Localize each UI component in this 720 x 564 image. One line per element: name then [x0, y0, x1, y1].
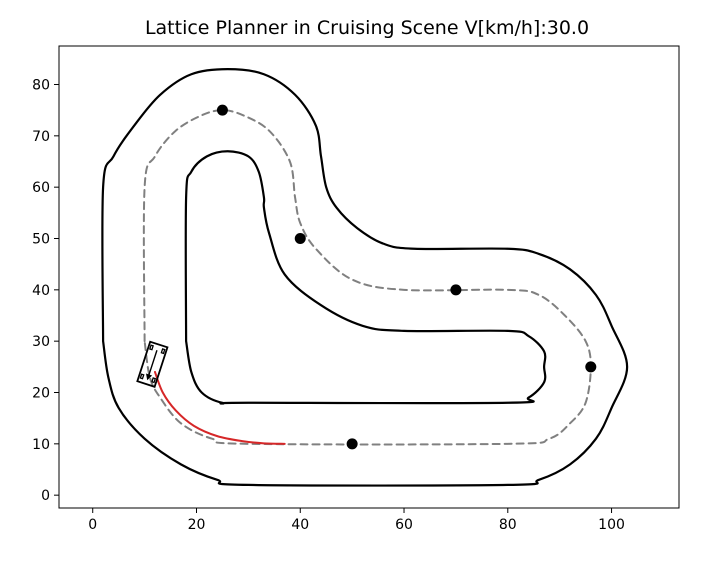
vehicle-wheel: [160, 348, 166, 355]
y-tick-label: 0: [41, 488, 50, 504]
y-tick-label: 30: [32, 334, 50, 350]
inner-boundary-line: [184, 150, 547, 405]
y-tick-label: 10: [32, 437, 50, 453]
x-tick-label: 20: [188, 517, 206, 533]
waypoint-marker: [294, 233, 306, 244]
vehicle: [136, 340, 169, 388]
y-tick-label: 60: [32, 180, 50, 196]
vehicle-wheel: [139, 373, 145, 380]
axes: 0 20 40 60 80 100 0 10 20 30 40 50 60 70 80: [32, 45, 680, 533]
waypoint-marker: [346, 438, 358, 450]
plot-background: [59, 46, 679, 508]
vehicle-wheel: [151, 377, 157, 384]
vehicle-body: [136, 340, 169, 388]
outer-boundary-line: [101, 68, 629, 487]
y-tick-label: 80: [32, 78, 50, 94]
chart-title: Lattice Planner in Cruising Scene V[km/h…: [145, 17, 589, 39]
y-tick-label: 40: [32, 283, 50, 299]
y-tick-label: 50: [32, 232, 50, 248]
waypoint-marker: [450, 284, 462, 296]
vehicle-heading-arrow: [146, 373, 153, 381]
planned-path-line: [153, 370, 286, 445]
y-tick-label: 20: [32, 386, 50, 402]
reference-line-line: [142, 109, 592, 446]
x-tick-label: 100: [598, 517, 625, 533]
vehicle-wheel: [148, 344, 154, 351]
waypoint-marker: [585, 361, 597, 373]
x-tick-label: 60: [395, 517, 413, 533]
x-tick-label: 80: [499, 517, 517, 533]
plot-area: [59, 46, 679, 508]
vehicle-heading-line: [148, 350, 158, 376]
x-tick-label: 40: [291, 517, 309, 533]
y-tick-label: 70: [32, 129, 50, 145]
waypoint-marker: [216, 104, 228, 116]
x-tick-label: 0: [88, 517, 97, 533]
axes-frame: [58, 45, 680, 509]
